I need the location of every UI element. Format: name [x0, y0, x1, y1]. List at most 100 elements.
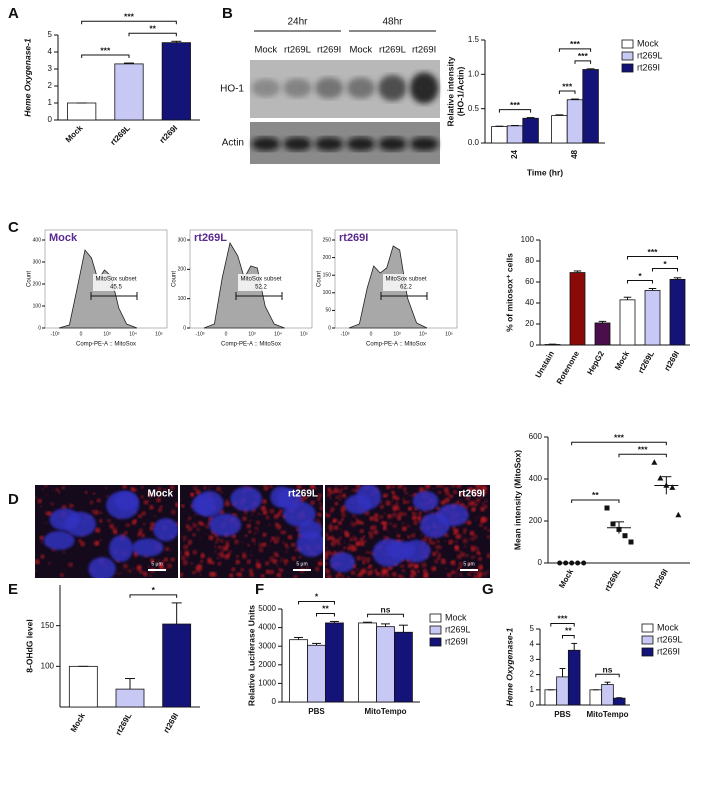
mito-signal: [316, 518, 320, 523]
flow-y-tick-label: 100: [323, 290, 332, 296]
mito-signal: [224, 554, 230, 560]
mito-signal: [180, 532, 181, 535]
mito-signal: [182, 560, 188, 566]
mito-signal: [314, 559, 317, 562]
mito-signal: [228, 550, 233, 554]
mito-signal: [68, 562, 73, 568]
mito-signal: [43, 485, 48, 488]
mito-signal: [217, 552, 221, 556]
micrograph: [325, 485, 490, 578]
bar: [325, 622, 344, 703]
y-tick-label: 100: [41, 661, 55, 670]
mito-signal: [326, 546, 328, 549]
x-tick-label: rt269I: [162, 712, 180, 735]
mito-signal: [39, 505, 43, 508]
flow-y-tick-label: 400: [33, 237, 42, 243]
mito-signal: [402, 512, 407, 517]
mito-signal: [293, 555, 295, 558]
mito-signal: [456, 568, 460, 571]
flow-y-tick-label: 50: [325, 308, 331, 314]
mito-signal: [361, 540, 364, 544]
flow-gate-label: MitoSox subset: [95, 277, 136, 283]
significance-bracket: [562, 634, 575, 639]
mito-signal: [413, 511, 417, 516]
micrograph-label: rt269L: [288, 489, 318, 500]
y-tick-label: 3000: [258, 641, 276, 650]
mito-signal: [470, 532, 473, 535]
mito-signal: [246, 523, 251, 529]
mito-signal: [332, 537, 335, 541]
flow-y-tick-label: 0: [328, 325, 331, 331]
mito-signal: [45, 494, 48, 497]
mito-signal: [406, 523, 409, 526]
mito-signal: [401, 568, 406, 573]
mito-signal: [471, 500, 475, 505]
mito-signal: [50, 502, 54, 506]
significance-bracket: [298, 600, 335, 605]
mito-signal: [195, 489, 201, 495]
significance-label: ***: [562, 81, 573, 91]
mito-signal: [163, 557, 168, 562]
flow-x-tick-label: 10⁵: [155, 331, 163, 337]
mito-signal: [225, 499, 229, 504]
blot-lane: Mock: [349, 45, 372, 56]
mito-signal: [294, 549, 297, 552]
mito-signal: [278, 570, 280, 572]
mito-signal: [84, 490, 88, 494]
mito-signal: [435, 546, 438, 549]
mito-signal: [413, 520, 418, 525]
blot-band: [409, 137, 439, 151]
x-tick-label: Rotenone: [555, 349, 582, 386]
blot-row: HO-1: [220, 84, 244, 95]
mito-signal: [473, 575, 477, 578]
mito-signal: [262, 542, 267, 547]
mito-signal: [60, 573, 64, 577]
mito-signal: [195, 565, 200, 570]
mito-signal: [465, 553, 469, 557]
significance-label: ***: [648, 247, 659, 257]
mito-signal: [143, 522, 146, 526]
flow-x-tick-label: 10⁵: [445, 331, 453, 337]
mito-signal: [287, 560, 290, 563]
mito-signal: [383, 521, 388, 526]
mito-signal: [368, 572, 371, 575]
mito-signal: [444, 567, 447, 570]
mito-signal: [365, 557, 371, 563]
mito-signal: [339, 494, 343, 498]
mito-signal: [210, 485, 213, 488]
flow-y-tick-label: 300: [33, 259, 42, 265]
significance-label: ***: [124, 12, 135, 22]
significance-bracket: [571, 441, 667, 446]
y-tick-label: 0: [538, 558, 543, 567]
mito-signal: [251, 538, 256, 543]
mito-signal: [269, 508, 275, 514]
y-tick-label: 0: [530, 700, 535, 709]
mito-signal: [170, 557, 175, 562]
y-tick-label: 0: [272, 697, 277, 706]
x-tick-label: rt269L: [109, 123, 132, 146]
mito-signal: [285, 544, 290, 550]
mito-signal: [474, 487, 478, 491]
mito-signal: [487, 528, 490, 532]
legend-swatch: [429, 637, 442, 647]
significance-bracket: [558, 90, 576, 95]
y-tick-label: 400: [529, 474, 543, 483]
mito-signal: [325, 554, 328, 557]
nucleus: [49, 508, 80, 531]
mito-signal: [336, 538, 340, 543]
panel-letter: C: [8, 219, 19, 236]
mito-signal: [475, 503, 479, 506]
blot-band: [346, 77, 376, 99]
mito-signal: [410, 561, 415, 567]
mito-signal: [249, 519, 252, 523]
flow-y-tick-label: 200: [323, 255, 332, 261]
significance-label: ***: [100, 45, 111, 55]
bar: [491, 126, 508, 144]
mito-signal: [384, 572, 390, 578]
nucleus: [344, 494, 372, 515]
significance-label: ***: [614, 432, 625, 442]
mito-signal: [392, 523, 397, 528]
mito-signal: [483, 528, 485, 531]
mito-signal: [383, 512, 386, 515]
mito-signal: [408, 506, 413, 511]
